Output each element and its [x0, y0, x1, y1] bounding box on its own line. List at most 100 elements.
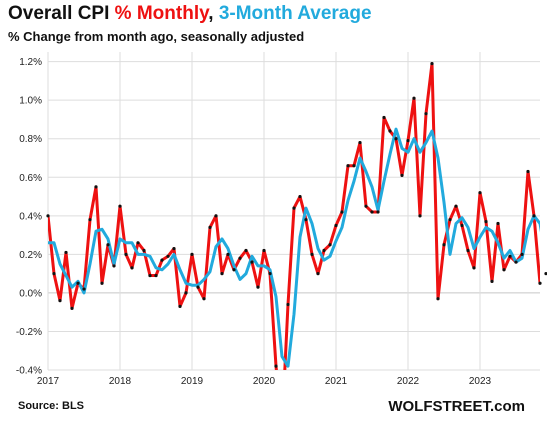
monthly-data-point — [514, 260, 518, 264]
monthly-data-point — [166, 254, 170, 258]
monthly-data-point — [466, 248, 470, 253]
x-tick-label: 2019 — [181, 376, 204, 387]
monthly-data-point — [316, 272, 320, 276]
monthly-data-point — [418, 214, 422, 218]
monthly-data-point — [322, 248, 326, 253]
title-monthly: % Monthly — [114, 3, 209, 24]
monthly-data-point — [460, 223, 464, 228]
monthly-data-point — [256, 285, 260, 289]
monthly-data-point — [358, 140, 362, 145]
monthly-data-point — [394, 137, 398, 141]
y-tick-label: 1.2% — [19, 57, 42, 68]
monthly-data-point — [172, 246, 176, 251]
monthly-data-point — [142, 248, 146, 253]
chart-subtitle: % Change from month ago, seasonally adju… — [8, 29, 305, 44]
monthly-data-point — [202, 297, 206, 301]
monthly-data-point — [268, 272, 272, 276]
monthly-data-point — [112, 264, 116, 268]
monthly-data-point — [148, 273, 152, 278]
monthly-data-point — [82, 287, 86, 291]
monthly-data-point — [472, 266, 476, 270]
monthly-data-point — [184, 291, 188, 295]
monthly-data-point — [502, 268, 506, 272]
monthly-data-point — [346, 164, 350, 168]
x-tick-label: 2018 — [109, 376, 132, 387]
monthly-data-point — [130, 266, 134, 270]
monthly-data-point — [436, 297, 440, 301]
monthly-data-point — [484, 220, 488, 224]
monthly-data-point — [136, 241, 140, 245]
monthly-data-point — [340, 210, 344, 214]
brand-watermark: WOLFSTREET.com — [388, 398, 525, 415]
monthly-data-point — [430, 61, 434, 66]
monthly-data-point — [298, 194, 302, 199]
monthly-data-point — [190, 252, 194, 256]
source-note: Source: BLS — [18, 400, 85, 412]
monthly-data-point — [88, 218, 92, 222]
monthly-data-point — [400, 173, 404, 177]
monthly-data-point — [94, 185, 98, 189]
monthly-data-point — [442, 243, 446, 247]
monthly-data-point — [328, 243, 332, 247]
monthly-data-point — [424, 112, 428, 116]
monthly-data-point — [406, 139, 410, 143]
monthly-series-line — [48, 62, 540, 370]
monthly-data-point — [370, 210, 374, 214]
monthly-data-point — [364, 204, 368, 208]
monthly-data-point — [286, 302, 290, 307]
monthly-data-point — [310, 252, 314, 256]
monthly-data-point — [544, 272, 547, 276]
monthly-data-point — [226, 252, 230, 256]
monthly-data-point — [520, 252, 524, 256]
monthly-data-point — [46, 214, 50, 218]
monthly-data-point — [532, 214, 536, 218]
y-tick-label: 0.2% — [19, 250, 42, 261]
y-tick-label: 0.8% — [19, 134, 42, 145]
monthly-data-point — [208, 225, 212, 229]
y-tick-label: 0.4% — [19, 211, 42, 222]
monthly-data-point — [496, 221, 500, 226]
monthly-data-point — [508, 254, 512, 258]
y-tick-label: 1.0% — [19, 96, 42, 107]
x-tick-label: 2023 — [469, 376, 492, 387]
monthly-data-point — [334, 223, 338, 228]
monthly-data-point — [196, 285, 200, 289]
x-tick-label: 2017 — [37, 376, 60, 387]
monthly-data-point — [538, 281, 542, 285]
monthly-data-point — [454, 204, 458, 208]
y-tick-label: -0.4% — [16, 366, 42, 377]
y-tick-label: 0.0% — [19, 288, 42, 299]
monthly-data-point — [106, 243, 110, 247]
monthly-data-point — [478, 191, 482, 195]
monthly-data-point — [382, 115, 386, 120]
monthly-data-point — [232, 268, 236, 272]
monthly-data-point — [70, 306, 74, 310]
monthly-data-point — [250, 260, 254, 264]
x-tick-label: 2022 — [397, 376, 420, 387]
monthly-data-point — [244, 248, 248, 253]
monthly-data-point — [448, 218, 452, 222]
monthly-data-point — [178, 304, 182, 308]
monthly-data-point — [52, 272, 56, 276]
y-tick-label: 0.6% — [19, 173, 42, 184]
monthly-data-point — [238, 256, 242, 260]
monthly-data-point — [76, 281, 80, 285]
title-average: 3-Month Average — [218, 3, 372, 24]
monthly-data-point — [304, 218, 308, 222]
average-series-line — [48, 127, 540, 368]
monthly-data-point — [214, 214, 218, 218]
monthly-data-point — [160, 258, 164, 262]
monthly-data-point — [388, 129, 392, 133]
monthly-data-point — [292, 206, 296, 210]
monthly-data-point — [262, 248, 266, 253]
monthly-data-point — [274, 364, 278, 368]
monthly-data-point — [58, 299, 62, 303]
monthly-data-point — [154, 273, 158, 278]
chart-title: Overall CPI % Monthly, 3-Month Average — [8, 2, 372, 26]
monthly-data-point — [376, 210, 380, 214]
y-tick-label: -0.2% — [16, 327, 42, 338]
monthly-data-point — [412, 96, 416, 100]
monthly-data-point — [118, 204, 122, 208]
monthly-data-point — [526, 169, 530, 174]
